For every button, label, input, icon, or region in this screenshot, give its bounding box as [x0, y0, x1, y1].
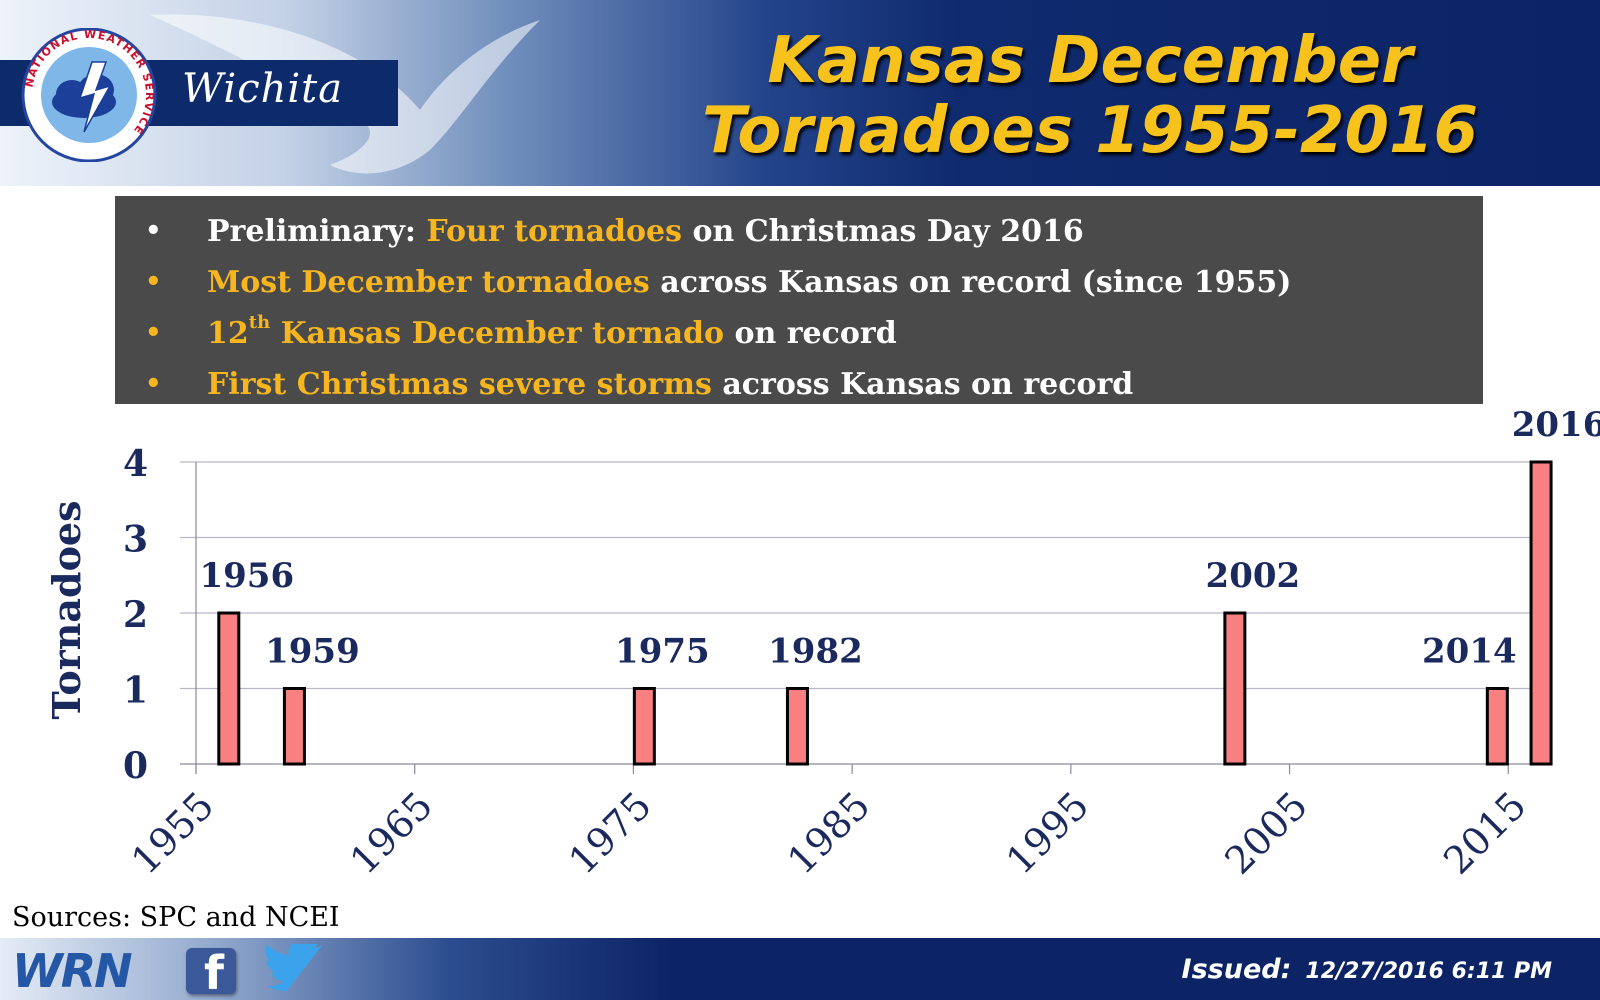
y-tick-label: 1	[123, 670, 148, 712]
sources-note: Sources: SPC and NCEI	[12, 902, 340, 933]
twitter-icon[interactable]	[262, 944, 328, 996]
facts-box: • Preliminary: Four tornadoes on Christm…	[115, 196, 1483, 404]
title-line-2: Tornadoes 1955-2016	[701, 94, 1479, 168]
tornado-bar-chart: 0 1 2 3 4 1955 1965 1975 1985 1995 2005 2015 1956 195…	[44, 410, 1600, 883]
issued-timestamp: Issued: 12/27/2016 6:11 PM	[1182, 954, 1552, 985]
x-tick-label: 1995	[998, 783, 1098, 883]
y-tick-label: 4	[123, 443, 148, 485]
office-name: Wichita	[182, 66, 344, 112]
bullet-icon: •	[145, 318, 162, 348]
y-axis-label: Tornadoes	[44, 500, 89, 719]
fact-rest: on Christmas Day 2016	[682, 214, 1084, 249]
footer-banner: WRN f Issued: 12/27/2016 6:11 PM	[0, 938, 1600, 1000]
wrn-logo: WRN	[12, 944, 133, 998]
header-banner: Wichita NATIONAL WEATHER SERVICE Kansas …	[0, 0, 1600, 186]
facebook-glyph: f	[204, 946, 225, 1000]
fact-highlight-number: 12	[207, 316, 249, 351]
fact-rest: across Kansas on record (since 1955)	[649, 265, 1292, 300]
label-layer: 0 1 2 3 4 1955 1965 1975 1985 1995 2005 2015 1956 195…	[123, 410, 1600, 883]
fact-item: • First Christmas severe storms across K…	[115, 359, 1483, 410]
title-line-1: Kansas December	[767, 24, 1413, 98]
fact-highlight: Kansas December tornado	[270, 316, 725, 351]
bar-layer	[217, 460, 1553, 766]
x-tick-label: 1955	[123, 783, 223, 883]
bar-data-label: 2002	[1206, 556, 1301, 596]
bar	[282, 687, 306, 766]
page-title: Kansas December Tornadoes 1955-2016	[610, 26, 1570, 166]
x-tick-label: 2005	[1216, 783, 1316, 883]
issued-time: 12/27/2016 6:11 PM	[1305, 959, 1552, 984]
nws-logo-icon: NATIONAL WEATHER SERVICE	[21, 28, 157, 162]
fact-rest: on record	[724, 316, 897, 351]
fact-highlight-ordinal: th	[248, 312, 271, 333]
fact-item: • 12th Kansas December tornado on record	[115, 308, 1483, 359]
y-tick-label: 3	[123, 519, 148, 561]
x-tick-label: 2015	[1435, 783, 1535, 883]
bullet-icon: •	[145, 369, 162, 399]
bar-data-label: 2016	[1512, 410, 1600, 445]
fact-rest: across Kansas on record	[711, 367, 1134, 402]
fact-highlight: First Christmas severe storms	[207, 367, 712, 402]
facebook-icon[interactable]: f	[186, 946, 236, 1000]
bullet-icon: •	[145, 267, 162, 297]
fact-item: • Preliminary: Four tornadoes on Christm…	[115, 206, 1483, 257]
bar	[785, 687, 809, 766]
x-tick-label: 1965	[342, 783, 442, 883]
bar-data-label: 1982	[768, 632, 863, 672]
bar	[1485, 687, 1509, 766]
y-tick-label: 2	[123, 594, 148, 636]
fact-highlight: Four tornadoes	[426, 214, 683, 249]
fact-lead: Preliminary:	[207, 214, 427, 249]
bar	[632, 687, 656, 766]
bar	[217, 611, 241, 766]
bullet-icon: •	[145, 216, 162, 246]
fact-item: • Most December tornadoes across Kansas …	[115, 257, 1483, 308]
grid-layer	[180, 461, 1552, 774]
x-tick-label: 1975	[560, 783, 660, 883]
bar-data-label: 1959	[265, 632, 360, 672]
bar-data-label: 1956	[199, 556, 294, 596]
bar	[1223, 611, 1247, 766]
issued-label: Issued:	[1181, 954, 1292, 985]
bar-data-label: 1975	[615, 632, 710, 672]
fact-highlight: Most December tornadoes	[207, 265, 650, 300]
bar-data-label: 2014	[1422, 632, 1517, 672]
bar	[1529, 460, 1553, 766]
x-tick-label: 1985	[779, 783, 879, 883]
y-tick-label: 0	[123, 745, 148, 787]
